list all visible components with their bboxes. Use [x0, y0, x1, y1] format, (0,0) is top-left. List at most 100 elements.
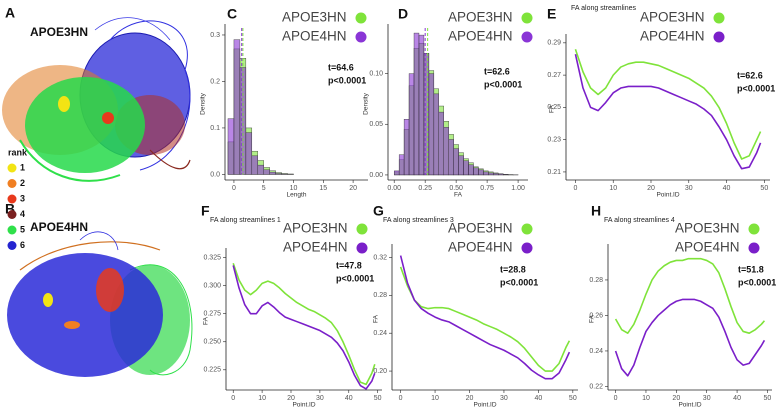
legend-label: 6 [20, 240, 25, 250]
legend-swatch [521, 223, 533, 235]
legend-swatch [355, 31, 367, 43]
chart-title: FA along streamlines 1 [210, 217, 281, 224]
legend-label: 1 [20, 162, 25, 172]
series-line [574, 49, 762, 160]
series-line [232, 265, 376, 390]
x-tick-label: 10 [642, 395, 650, 402]
annotation: t=64.6 [328, 62, 354, 72]
x-tick-label: 20 [672, 395, 680, 402]
legend-label: APOE4HN [283, 240, 348, 255]
y-tick-label: 0.1 [210, 125, 220, 132]
tractography-b [7, 231, 193, 377]
legend-label: APOE3HN [675, 221, 740, 236]
chart-title: FA along streamlines 3 [383, 217, 454, 224]
x-tick-label: 10 [258, 395, 266, 402]
x-axis-label: Point.ID [656, 192, 679, 199]
bar [398, 154, 405, 176]
rank-legend: 1 2 3 4 5 6 [7, 162, 25, 250]
fiber-bundle [149, 149, 191, 170]
legend-swatch [7, 163, 17, 173]
y-tick-label: 0.22 [589, 383, 603, 390]
x-axis-label: Point.ID [473, 402, 496, 408]
y-axis-label: Density [363, 92, 370, 114]
fiber-bundle [19, 241, 161, 271]
x-tick-label: 40 [345, 395, 353, 402]
x-tick-label: 0.50 [449, 185, 463, 192]
x-tick-label: 0 [232, 185, 236, 192]
annotation: t=47.8 [336, 260, 362, 270]
x-tick-label: 20 [647, 185, 655, 192]
bar [227, 118, 235, 175]
annotation: t=62.6 [737, 70, 763, 80]
y-tick-label: 0.00 [369, 172, 383, 179]
fiber-bundle [64, 321, 80, 329]
legend-label: APOE4HN [448, 29, 513, 44]
x-tick-label: 0.75 [480, 185, 494, 192]
legend-swatch [521, 31, 533, 43]
fiber-bundle [102, 112, 114, 124]
legend-swatch [521, 12, 533, 24]
legend-label: APOE4HN [640, 29, 705, 44]
legend-label: APOE4HN [675, 240, 740, 255]
legend-label: APOE3HN [448, 221, 513, 236]
y-tick-label: 0.250 [203, 339, 221, 346]
x-tick-label: 15 [319, 185, 327, 192]
x-tick-label: 10 [290, 185, 298, 192]
legend-swatch [7, 179, 17, 188]
y-tick-label: 0.0 [210, 171, 220, 178]
fiber-bundle [19, 139, 121, 182]
legend-label: APOE3HN [448, 10, 513, 25]
legend-label: 5 [20, 224, 25, 234]
y-axis-label: FA [203, 316, 210, 325]
y-tick-label: 0.28 [589, 277, 603, 284]
series-line [399, 266, 571, 372]
fiber-bundle [96, 268, 124, 312]
annotation: p<0.0001 [328, 75, 366, 85]
legend-swatch [7, 194, 17, 204]
annotation: p<0.0001 [336, 273, 374, 283]
y-tick-label: 0.275 [203, 311, 221, 318]
y-axis-label: Density [200, 92, 207, 114]
annotation: t=51.8 [738, 264, 764, 274]
bar [483, 171, 489, 176]
legend-swatch [356, 242, 368, 254]
panel-label: F [201, 203, 210, 219]
legend-label: APOE3HN [283, 221, 348, 236]
y-tick-label: 0.300 [203, 283, 221, 290]
legend-label: APOE4HN [448, 240, 513, 255]
bar [403, 118, 410, 176]
x-tick-label: 50 [374, 395, 382, 402]
legend-swatch [521, 242, 533, 254]
legend-swatch [713, 12, 725, 24]
annotation: p<0.0001 [738, 277, 776, 287]
legend-title: rank [8, 147, 28, 157]
x-tick-label: 0 [614, 395, 618, 402]
bar [488, 172, 494, 176]
legend-label: APOE4HN [282, 29, 347, 44]
series-line [399, 255, 571, 380]
y-tick-label: 0.27 [547, 72, 561, 79]
y-tick-label: 0.24 [589, 348, 603, 355]
annotation: p<0.0001 [737, 83, 775, 93]
bar [428, 73, 435, 176]
bar [463, 160, 469, 176]
legend-label: APOE3HN [640, 10, 705, 25]
legend-swatch [7, 225, 17, 235]
fiber-bundle [109, 20, 191, 171]
x-axis-label: Point.ID [678, 402, 701, 408]
bar [233, 39, 241, 175]
panel-title: APOE4HN [30, 220, 88, 234]
y-tick-label: 0.23 [547, 137, 561, 144]
chart-title: FA along streamlines 4 [604, 217, 675, 224]
panel-label: C [227, 6, 237, 22]
y-axis-label: FA [549, 104, 556, 113]
x-tick-label: 0 [231, 395, 235, 402]
series-line [574, 53, 762, 170]
series-line [232, 262, 376, 386]
x-tick-label: 40 [723, 185, 731, 192]
x-tick-label: 30 [703, 395, 711, 402]
x-tick-label: 50 [760, 185, 768, 192]
x-tick-label: 10 [609, 185, 617, 192]
bar [453, 148, 459, 176]
